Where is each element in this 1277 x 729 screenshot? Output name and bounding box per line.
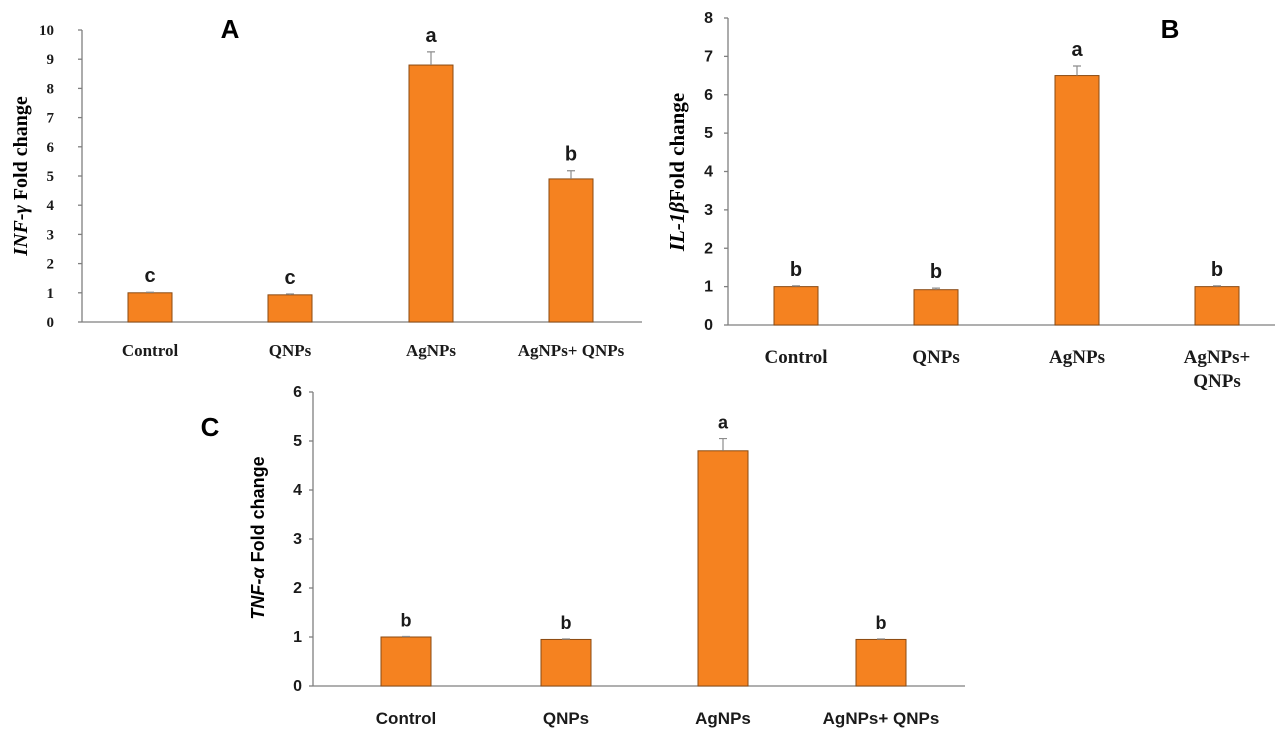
significance-letter-b-1: b bbox=[930, 261, 942, 283]
y-tick-label-a: 2 bbox=[47, 257, 55, 273]
significance-letter-b-0: b bbox=[790, 259, 802, 281]
bar-a-2 bbox=[408, 64, 454, 323]
bar-a-3 bbox=[548, 178, 594, 323]
significance-letter-a-2: a bbox=[425, 25, 437, 47]
y-tick-label-b: 1 bbox=[704, 279, 713, 296]
bar-b-1 bbox=[913, 289, 959, 326]
significance-letter-a-1: c bbox=[284, 267, 295, 289]
plot-area-b: 0 1 2 3 4 5 6 7 8 b Control b QNPs a AgNPs b AgNPs+ QNPs bbox=[704, 10, 1275, 392]
panel-a: A INF-γ Fold change 0 1 2 3 4 5 6 7 8 9 10 c Control… bbox=[10, 14, 642, 360]
bar-c-1 bbox=[540, 638, 592, 687]
y-tick-label-b: 0 bbox=[704, 317, 713, 334]
y-axis-label-c-rest: Fold change bbox=[248, 456, 268, 567]
plot-area-a: 0 1 2 3 4 5 6 7 8 9 10 c Control c QNPs a AgNPs b AgNPs+ Q… bbox=[39, 23, 642, 360]
y-axis-label-a: INF-γ Fold change bbox=[10, 96, 32, 257]
error-bar-b-1 bbox=[932, 287, 940, 290]
bar-a-1 bbox=[267, 294, 313, 323]
error-bar-a-0 bbox=[146, 291, 154, 293]
error-bar-a-2 bbox=[427, 51, 435, 66]
y-axis-label-a-rest: Fold change bbox=[10, 96, 32, 205]
y-tick-label-c: 0 bbox=[293, 678, 302, 695]
panel-b: B IL-1βFold change 0 1 2 3 4 5 6 7 8 b Control b QNP… bbox=[665, 10, 1275, 392]
y-tick-label-b: 7 bbox=[704, 48, 713, 65]
category-label-c-0: Control bbox=[376, 709, 436, 728]
y-tick-label-b: 8 bbox=[704, 10, 713, 27]
y-tick-label-b: 2 bbox=[704, 240, 713, 257]
significance-letter-c-2: a bbox=[718, 413, 729, 433]
error-bar-b-2 bbox=[1073, 65, 1081, 76]
bar-b-3 bbox=[1194, 286, 1240, 326]
bar-b-2 bbox=[1054, 75, 1100, 326]
y-tick-label-c: 5 bbox=[293, 433, 302, 450]
y-tick-label-a: 3 bbox=[47, 227, 55, 243]
category-label-c-3: AgNPs+ QNPs bbox=[823, 709, 940, 728]
y-tick-label-b: 4 bbox=[704, 164, 713, 181]
bar-a-0 bbox=[127, 292, 173, 323]
y-axis-label-b-rest: Fold change bbox=[665, 93, 689, 202]
y-tick-label-a: 6 bbox=[47, 140, 55, 156]
y-tick-label-c: 3 bbox=[293, 531, 302, 548]
panel-label-c: C bbox=[201, 412, 220, 442]
bar-b-0 bbox=[773, 286, 819, 326]
error-bar-a-1 bbox=[286, 293, 294, 295]
y-tick-label-c: 1 bbox=[293, 629, 302, 646]
significance-letter-a-0: c bbox=[144, 265, 155, 287]
y-axis-label-b-italic: IL-1β bbox=[665, 202, 689, 252]
y-tick-label-c: 4 bbox=[293, 482, 302, 499]
plot-area-c: 0 1 2 3 4 5 6 b Control b QNPs a AgNPs b AgNPs+ QNPs bbox=[293, 384, 965, 728]
bar-c-2 bbox=[697, 450, 749, 687]
category-label-b-0: Control bbox=[765, 347, 828, 368]
y-tick-label-a: 9 bbox=[47, 52, 55, 68]
category-label-b-3: AgNPs+ QNPs bbox=[1184, 347, 1251, 392]
category-label-a-2: AgNPs bbox=[406, 341, 456, 360]
panel-label-b: B bbox=[1161, 14, 1180, 44]
y-tick-label-a: 1 bbox=[47, 286, 55, 302]
category-label-a-0: Control bbox=[122, 341, 179, 360]
y-axis-label-c: TNF-α Fold change bbox=[248, 456, 268, 619]
y-axis-label-c-italic: TNF-α bbox=[248, 567, 268, 620]
error-bar-b-3 bbox=[1213, 285, 1221, 287]
panel-label-a: A bbox=[221, 14, 240, 44]
y-tick-label-b: 5 bbox=[704, 125, 713, 142]
significance-letter-b-3: b bbox=[1211, 259, 1223, 281]
category-label-b-2: AgNPs bbox=[1049, 347, 1105, 368]
y-tick-label-a: 8 bbox=[47, 81, 55, 97]
y-tick-label-a: 4 bbox=[47, 198, 55, 214]
category-label-a-3: AgNPs+ QNPs bbox=[518, 341, 625, 360]
category-label-c-2: AgNPs bbox=[695, 709, 751, 728]
y-axis-label-a-italic: INF-γ bbox=[10, 205, 32, 257]
error-bar-c-2 bbox=[719, 437, 727, 451]
error-bar-b-0 bbox=[792, 285, 800, 287]
y-tick-label-b: 6 bbox=[704, 87, 713, 104]
significance-letter-c-0: b bbox=[401, 611, 412, 631]
significance-letter-c-3: b bbox=[876, 613, 887, 633]
y-tick-label-a: 10 bbox=[39, 23, 54, 39]
y-tick-label-a: 5 bbox=[47, 169, 55, 185]
significance-letter-c-1: b bbox=[561, 613, 572, 633]
bar-c-0 bbox=[380, 636, 432, 687]
y-axis-label-b: IL-1βFold change bbox=[665, 93, 689, 252]
y-tick-label-b: 3 bbox=[704, 202, 713, 219]
significance-letter-b-2: a bbox=[1071, 39, 1083, 61]
panel-c: C TNF-α Fold change 0 1 2 3 4 5 6 b Control b QNPs… bbox=[201, 384, 965, 728]
significance-letter-a-3: b bbox=[565, 144, 577, 166]
y-tick-label-a: 7 bbox=[47, 111, 55, 127]
category-label-a-1: QNPs bbox=[269, 341, 312, 360]
category-label-c-1: QNPs bbox=[543, 709, 589, 728]
y-tick-label-c: 6 bbox=[293, 384, 302, 401]
y-tick-label-a: 0 bbox=[47, 315, 55, 331]
error-bar-a-3 bbox=[567, 170, 575, 179]
category-label-b-1: QNPs bbox=[912, 347, 960, 368]
y-tick-label-c: 2 bbox=[293, 580, 302, 597]
bar-c-3 bbox=[855, 638, 907, 687]
